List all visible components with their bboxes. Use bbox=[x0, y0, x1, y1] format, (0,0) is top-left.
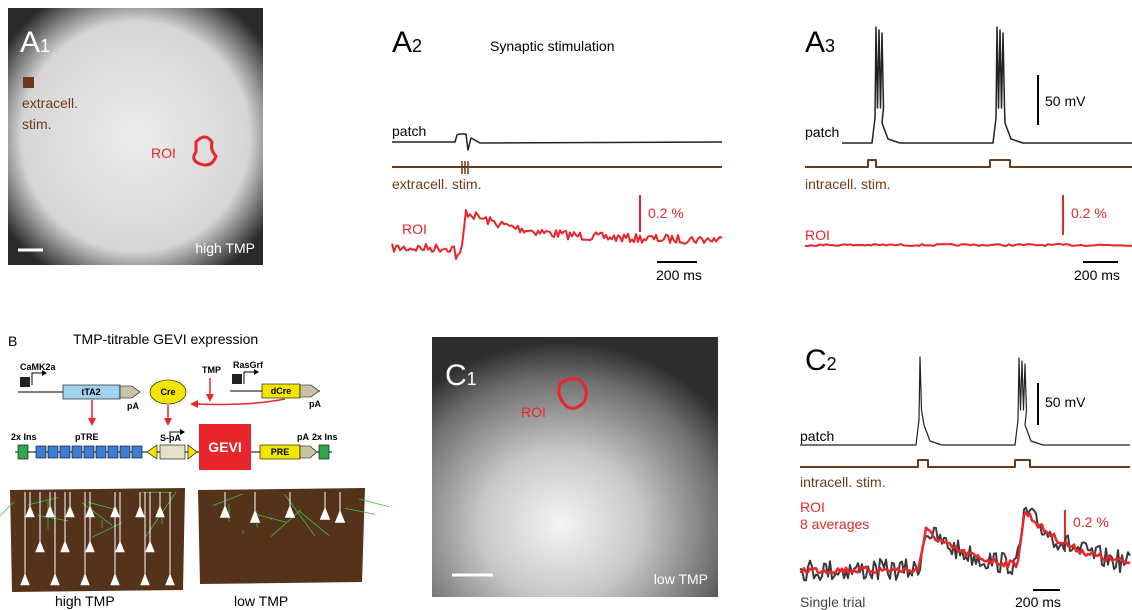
scale-label: 200 ms bbox=[656, 267, 702, 283]
construct-label: GEVI bbox=[208, 439, 241, 455]
trace-label: patch bbox=[805, 124, 839, 140]
condition-label: high TMP bbox=[55, 593, 115, 609]
panel-label: B bbox=[8, 333, 17, 349]
panel-title: TMP-titrable GEVI expression bbox=[73, 331, 258, 347]
construct-label: Cre bbox=[160, 387, 175, 397]
scale-label: 0.2 % bbox=[648, 205, 684, 221]
construct-label: TMP bbox=[202, 365, 221, 375]
construct-label: PRE bbox=[271, 447, 290, 457]
panel-label: A3 bbox=[805, 26, 835, 59]
construct-label: RasGrf bbox=[233, 360, 264, 370]
construct-label: CaMK2a bbox=[20, 362, 57, 372]
panel-title: Synaptic stimulation bbox=[490, 38, 615, 54]
trace-label: extracell. stim. bbox=[392, 176, 481, 192]
roi-trace bbox=[805, 244, 1132, 246]
panel-label: A2 bbox=[392, 26, 422, 59]
condition-label: low TMP bbox=[234, 593, 288, 609]
stim-trace bbox=[805, 160, 1132, 167]
scale-label: 200 ms bbox=[1015, 594, 1061, 610]
trace-label: intracell. stim. bbox=[805, 176, 891, 192]
tissue bbox=[10, 488, 185, 592]
roi-label: ROI bbox=[521, 404, 546, 420]
construct-label: S-pA bbox=[160, 433, 181, 443]
scale-label: 0.2 % bbox=[1071, 205, 1107, 221]
construct-label: 2x Ins bbox=[312, 432, 338, 442]
construct-label: tTA2 bbox=[81, 387, 100, 397]
figure: A1 extracell. stim. ROI high TMP A2 Syna… bbox=[0, 0, 1132, 610]
construct-label: dCre bbox=[271, 386, 292, 396]
trace-label: patch bbox=[392, 123, 426, 139]
trace-label: patch bbox=[800, 428, 834, 444]
condition-label: high TMP bbox=[195, 240, 255, 256]
roi-label: ROI bbox=[151, 145, 176, 161]
trace-label: Single trial bbox=[800, 594, 865, 610]
patch-trace bbox=[392, 134, 722, 150]
construct-label: pA bbox=[309, 399, 321, 409]
construct-label: pTRE bbox=[75, 432, 99, 442]
trace-label: ROI bbox=[800, 499, 825, 515]
panel-label: C2 bbox=[805, 344, 837, 377]
trace-label: ROI bbox=[402, 221, 427, 237]
trace-label: ROI bbox=[805, 227, 830, 243]
stim-label: extracell. bbox=[22, 95, 78, 111]
construct-label: pA bbox=[297, 432, 309, 442]
trace-label: intracell. stim. bbox=[800, 474, 886, 490]
stim-label: stim. bbox=[22, 116, 52, 132]
trace-label: 8 averages bbox=[800, 516, 869, 532]
construct-label: 2x Ins bbox=[11, 432, 37, 442]
scale-label: 50 mV bbox=[1045, 93, 1086, 109]
condition-label: low TMP bbox=[654, 571, 708, 587]
stim-trace bbox=[800, 460, 1130, 467]
construct-label: pA bbox=[127, 401, 139, 411]
patch-trace bbox=[842, 27, 1132, 143]
scale-label: 50 mV bbox=[1045, 394, 1086, 410]
scale-label: 0.2 % bbox=[1073, 514, 1109, 530]
scale-label: 200 ms bbox=[1074, 267, 1120, 283]
stim-site bbox=[23, 77, 34, 88]
